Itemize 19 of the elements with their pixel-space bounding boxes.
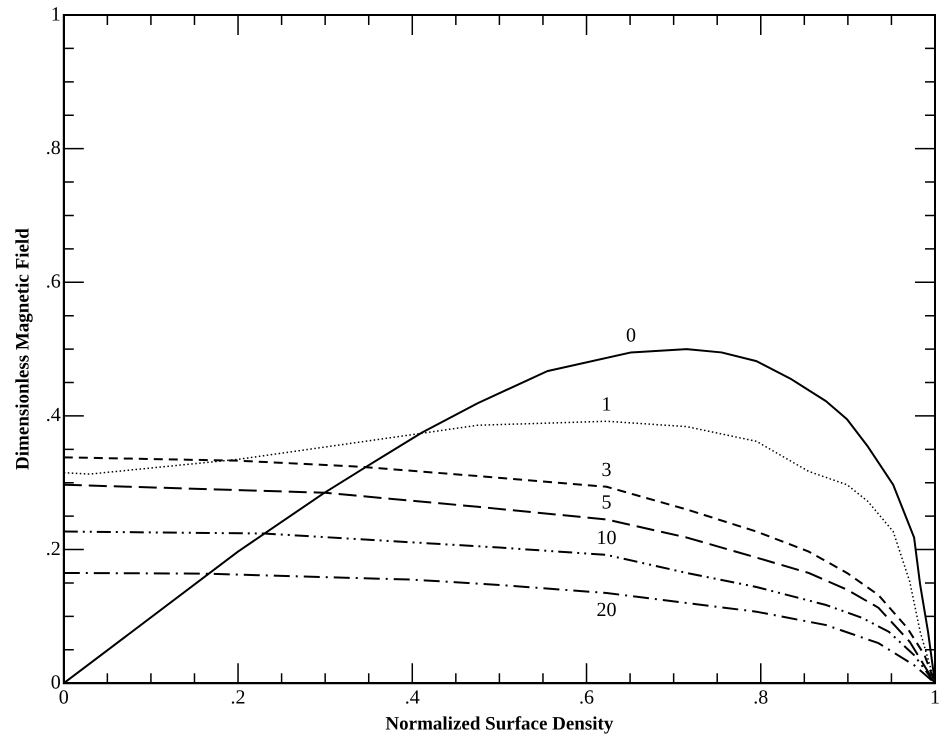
series-label: 3 xyxy=(602,459,612,481)
y-axis-title: Dimensionless Magnetic Field xyxy=(12,228,34,470)
series-label: 20 xyxy=(596,599,617,622)
y-tick-label: 0 xyxy=(50,671,61,694)
y-tick-label: .4 xyxy=(46,404,61,426)
series-label: 5 xyxy=(602,492,612,514)
x-tick-label: .8 xyxy=(753,686,768,708)
y-tick-label: 1 xyxy=(50,3,61,26)
x-tick-label: .6 xyxy=(579,686,594,708)
y-tick-label: .6 xyxy=(46,270,61,293)
x-tick-label: .2 xyxy=(230,686,246,708)
x-tick-label: 1 xyxy=(930,686,940,708)
series-label: 10 xyxy=(596,527,617,550)
series-label: 1 xyxy=(602,394,612,416)
series-label: 0 xyxy=(626,324,636,347)
y-tick-label: .2 xyxy=(46,538,61,560)
y-tick-label: .8 xyxy=(46,136,61,159)
x-tick-label: .4 xyxy=(404,686,420,708)
x-axis-title: Normalized Surface Density xyxy=(385,714,614,735)
